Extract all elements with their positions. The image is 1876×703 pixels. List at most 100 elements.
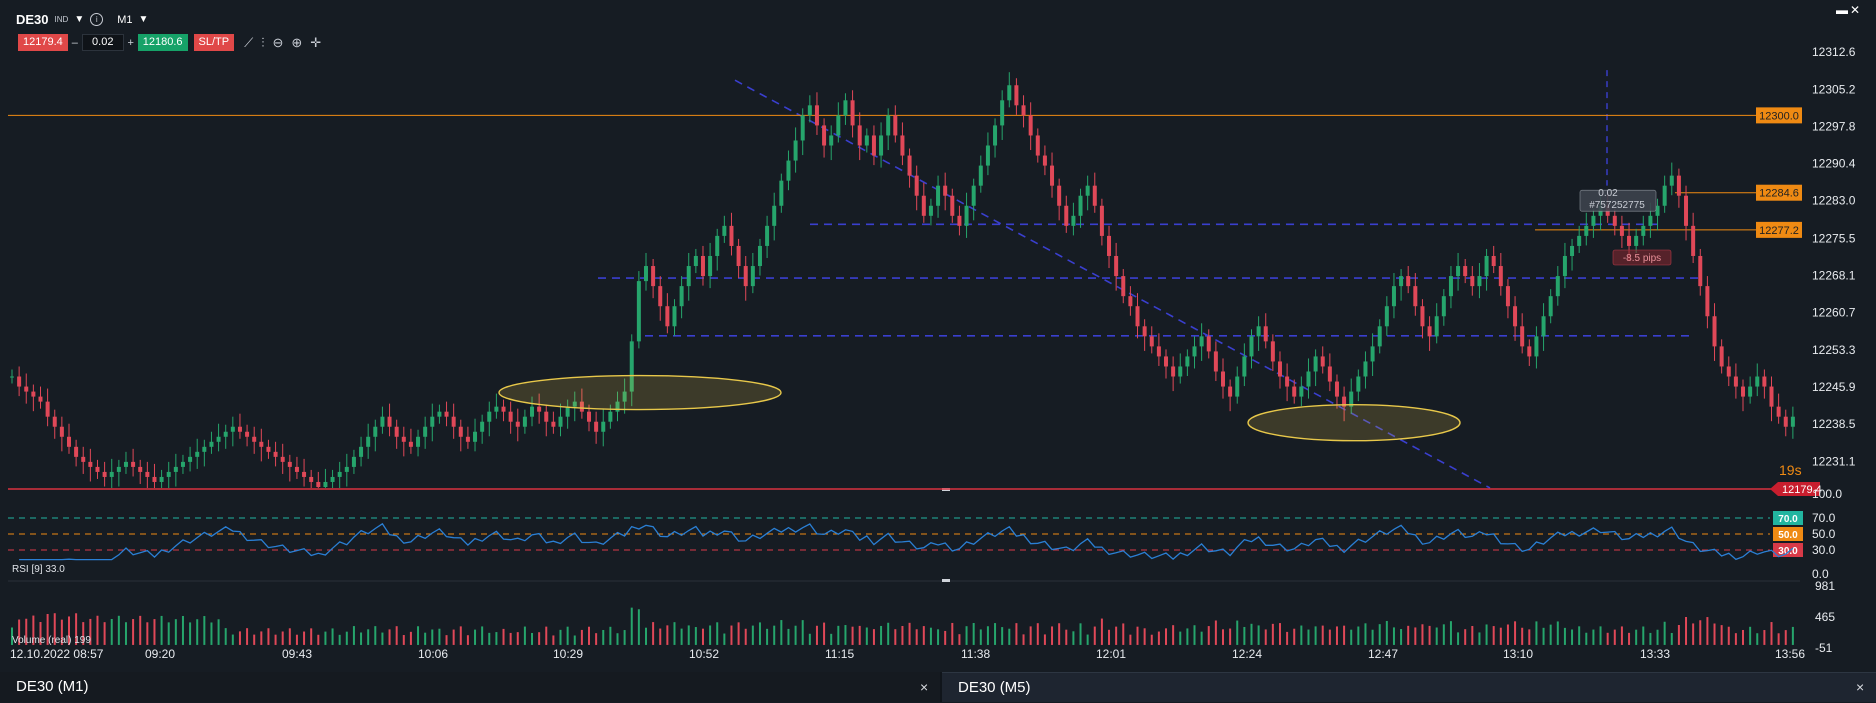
candle — [401, 426, 406, 457]
symbol-dropdown-icon[interactable]: ▼ — [74, 14, 85, 25]
close-tab-icon[interactable]: × — [1856, 679, 1865, 695]
candle-body — [473, 431, 478, 442]
lot-plus-button[interactable]: + — [127, 36, 134, 49]
candle — [1363, 351, 1368, 389]
candle — [31, 384, 36, 412]
candle-body — [480, 421, 485, 432]
tab-de30-m1[interactable]: DE30 (M1) — [0, 672, 940, 702]
candle-body — [900, 135, 905, 156]
candle — [530, 396, 535, 427]
annotations: 12300.0 12284.6 12277.2 12179.4 19s 0.02#7572… — [498, 107, 1822, 496]
candle-body — [344, 466, 349, 472]
candle — [330, 469, 335, 488]
chart-svg[interactable]: 12300.012284.612277.212179.419s0.02#7572… — [0, 0, 1876, 672]
candle — [1427, 316, 1432, 351]
candle — [1520, 313, 1525, 354]
rsi-level-label: 70.0 — [1778, 514, 1798, 525]
rsi-y-tick-label: 100.0 — [1812, 487, 1842, 501]
volume-y-tick-label: -51 — [1815, 641, 1833, 655]
sell-button[interactable]: 12179.4 — [18, 34, 68, 51]
tab-de30-m5[interactable]: DE30 (M5) — [942, 672, 1876, 702]
candle-body — [302, 471, 307, 477]
candle — [601, 408, 606, 447]
candle-body — [757, 245, 762, 267]
zoom-out-icon[interactable]: ⊖ — [272, 34, 284, 50]
candle-body — [893, 115, 898, 136]
candle — [1370, 333, 1375, 377]
candle — [1085, 175, 1090, 211]
candle — [494, 393, 499, 419]
candle-body — [1327, 366, 1332, 382]
candle — [1748, 376, 1753, 404]
candle-body — [394, 426, 399, 437]
candle-body — [1619, 225, 1624, 236]
candle — [814, 92, 819, 135]
timeframe-select[interactable]: M1 — [117, 13, 133, 26]
candle-body — [1655, 205, 1660, 216]
zoom-in-icon[interactable]: ⊕ — [291, 34, 303, 50]
candle — [366, 423, 371, 459]
crosshair-icon[interactable]: ✛ — [310, 34, 322, 50]
candle-body — [487, 411, 492, 422]
candle-body — [1406, 276, 1411, 287]
lot-size-input[interactable]: 0.02 — [81, 34, 124, 51]
chart-tabs: DE30 (M1) × DE30 (M5) × — [0, 672, 1876, 702]
info-icon[interactable]: i — [90, 13, 104, 26]
candle — [843, 93, 848, 125]
candle-body — [188, 456, 193, 462]
candle — [921, 182, 926, 223]
candle — [373, 419, 378, 452]
x-tick-label: 13:33 — [1640, 647, 1670, 661]
candle-body — [1021, 105, 1026, 116]
rsi-y-tick-label: 0.0 — [1812, 567, 1829, 581]
candle — [1505, 279, 1510, 319]
candle — [1292, 379, 1297, 404]
y-tick-label: 12231.1 — [1812, 454, 1856, 468]
candle — [1399, 269, 1404, 301]
candle — [1014, 78, 1019, 115]
close-window-icon[interactable]: ✕ — [1849, 3, 1862, 17]
candle-body — [366, 436, 371, 447]
candle — [643, 252, 648, 291]
candle-body — [102, 471, 107, 477]
candle-body — [1107, 235, 1112, 256]
timeframe-dropdown-icon[interactable]: ▼ — [138, 14, 149, 25]
candle-body — [1570, 245, 1575, 256]
candle-body — [1178, 366, 1183, 377]
candle-body — [572, 401, 577, 407]
candle-body — [430, 416, 435, 427]
candle — [1007, 72, 1012, 108]
candle — [1050, 152, 1055, 198]
indicator-icon[interactable]: ⫶ — [261, 34, 265, 50]
candles — [10, 72, 1795, 488]
candle-body — [1420, 306, 1425, 327]
candle — [558, 403, 563, 437]
candle — [1099, 198, 1104, 246]
buy-button[interactable]: 12180.6 — [137, 34, 188, 51]
line-chart-icon[interactable]: ⟋ — [244, 34, 254, 50]
x-tick-label: 09:43 — [282, 647, 312, 661]
candle-body — [1399, 276, 1404, 287]
candle — [1185, 349, 1190, 377]
candle — [195, 438, 200, 469]
candle — [344, 453, 349, 487]
lot-minus-button[interactable]: – — [71, 36, 78, 49]
symbol-name[interactable]: DE30 — [16, 12, 49, 27]
candle-body — [836, 115, 841, 136]
candle — [1199, 323, 1204, 361]
candle — [45, 388, 50, 427]
candle — [1705, 276, 1710, 329]
maximize-icon[interactable]: ▬ — [1835, 3, 1850, 17]
countdown-label: 19s — [1779, 462, 1802, 478]
sltp-button[interactable]: SL/TP — [193, 34, 235, 51]
candle-body — [45, 401, 50, 417]
candle — [822, 118, 827, 158]
volume-y-tick-label: 465 — [1815, 610, 1835, 624]
close-tab-icon[interactable]: × — [920, 679, 929, 695]
candle — [1548, 289, 1553, 324]
candle-body — [287, 461, 292, 467]
candle-body — [24, 386, 29, 392]
candle — [408, 428, 413, 454]
candle-body — [1220, 371, 1225, 387]
chart-area[interactable]: 12300.0 12284.6 12277.2 12179.4 19s 0.02 #7572… — [0, 0, 1876, 672]
